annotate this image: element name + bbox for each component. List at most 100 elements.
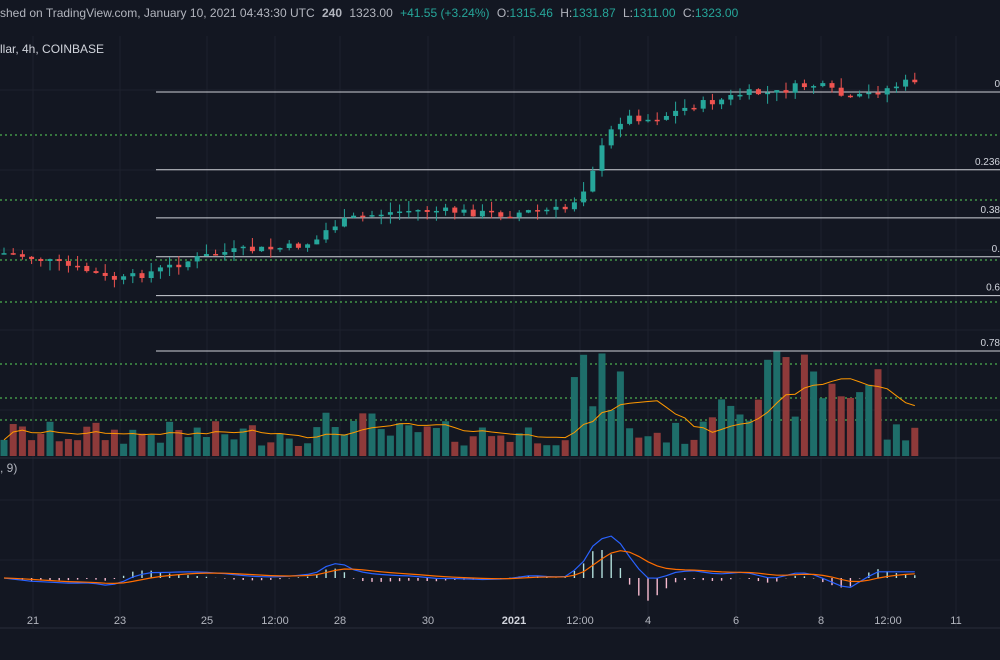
volume-bar <box>101 440 109 456</box>
volume-bar <box>331 427 339 456</box>
macd-line <box>3 535 915 589</box>
candle-body <box>415 210 421 212</box>
fib-label: 0.38 <box>981 205 1000 216</box>
header-line: shed on TradingView.com, January 10, 202… <box>0 6 742 20</box>
fib-label: 0.6 <box>986 283 1000 294</box>
volume-bar <box>258 445 266 456</box>
volume-bar <box>377 429 385 456</box>
candle-body <box>654 119 660 122</box>
volume-bar <box>791 416 799 456</box>
candle-body <box>130 273 136 277</box>
volume-bar <box>156 442 164 456</box>
candle-body <box>222 252 228 255</box>
volume-bar <box>570 377 578 456</box>
candle-body <box>700 100 706 109</box>
volume-bar <box>580 354 588 456</box>
volume-bar <box>304 443 312 456</box>
candle-body <box>148 271 154 279</box>
volume-bar <box>736 414 744 456</box>
x-axis-label: 25 <box>201 615 213 627</box>
macd-indicator-label: , 9) <box>0 461 18 475</box>
candle-body <box>838 87 844 96</box>
candle-body <box>341 217 347 227</box>
volume-bar <box>386 435 394 456</box>
candle-body <box>194 256 200 262</box>
volume-bar <box>478 427 486 456</box>
open-label: O: <box>496 6 510 20</box>
volume-bar <box>202 437 210 456</box>
volume-bar <box>184 437 192 456</box>
candle-body <box>663 115 669 120</box>
candle-body <box>627 115 633 124</box>
candle-body <box>19 254 25 257</box>
volume-bar <box>810 371 818 456</box>
volume-bar <box>589 406 597 456</box>
candle-body <box>682 107 688 111</box>
candle-body <box>857 93 863 97</box>
candle-body <box>397 211 403 214</box>
chart-header: shed on TradingView.com, January 10, 202… <box>0 0 1000 36</box>
candle-body <box>525 210 531 213</box>
volume-bar <box>147 435 155 456</box>
volume-bar <box>359 413 367 456</box>
volume-bar <box>0 439 8 456</box>
candle-body <box>765 92 771 95</box>
candle-body <box>673 110 679 116</box>
candle-body <box>268 246 274 250</box>
volume-ma-line <box>3 378 915 441</box>
volume-bar <box>405 425 413 456</box>
x-axis: 21 23 25 12:00 28 30 2021 12:00 4 6 8 12:00 11 <box>27 615 962 627</box>
candle-body <box>378 214 384 217</box>
volume-bar <box>902 440 910 456</box>
candle-body <box>893 86 899 89</box>
candle-body <box>176 264 182 268</box>
volume-bar <box>561 440 569 456</box>
volume-bar <box>276 433 284 456</box>
x-axis-label: 12:00 <box>566 615 594 627</box>
candle-body <box>249 246 255 252</box>
volume-bar <box>230 439 238 456</box>
candle-body <box>286 243 292 249</box>
volume-bar <box>911 427 919 456</box>
candle-body <box>167 264 173 268</box>
volume-bar <box>883 439 891 456</box>
volume-bar <box>856 392 864 456</box>
candle-body <box>157 267 163 272</box>
volume-bar <box>294 445 302 456</box>
candle-body <box>65 261 71 266</box>
candle-body <box>231 248 237 253</box>
volume-bar <box>239 428 247 456</box>
candle-body <box>213 254 219 256</box>
candle-body <box>424 210 430 212</box>
fib-label: 0 <box>994 79 1000 90</box>
volume-bar <box>488 436 496 456</box>
volume-bar <box>607 409 615 456</box>
candle-body <box>820 83 826 87</box>
candle-body <box>811 86 817 88</box>
volume-bar <box>368 413 376 456</box>
volume-bar <box>727 405 735 456</box>
volume-bar <box>451 441 459 456</box>
volume-bar <box>552 445 560 456</box>
volume-bar <box>37 433 45 456</box>
volume-bar <box>635 437 643 456</box>
volume-bar <box>754 399 762 456</box>
volume-bar <box>120 443 128 456</box>
candle-body <box>571 202 577 210</box>
volume-bar <box>175 429 183 456</box>
x-axis-label: 12:00 <box>261 615 289 627</box>
volume-bar <box>681 443 689 456</box>
volume-bar <box>846 397 854 456</box>
candle-body <box>277 248 283 250</box>
low-value: 1311.00 <box>633 6 676 20</box>
volume-bar <box>506 441 514 456</box>
volume-bar <box>285 438 293 456</box>
x-axis-label: 23 <box>114 615 126 627</box>
volume-bar <box>837 396 845 456</box>
volume-bar <box>469 436 477 456</box>
volume-bar <box>9 424 17 456</box>
candle-body <box>608 129 614 146</box>
candle-body <box>792 83 798 93</box>
volume-bar <box>248 425 256 456</box>
